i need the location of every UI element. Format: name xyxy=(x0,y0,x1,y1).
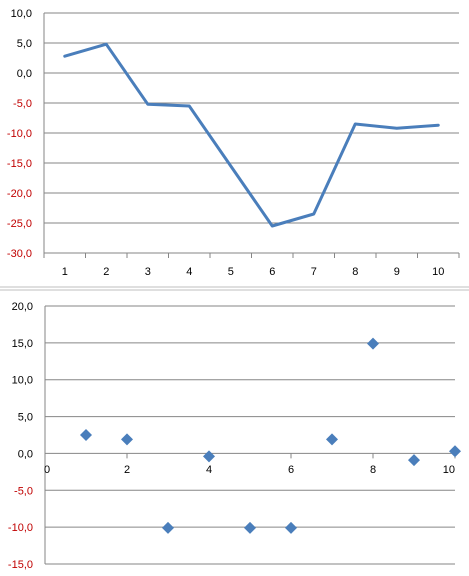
line-chart-y-tick-label: -25,0 xyxy=(7,218,32,230)
scatter-chart-point xyxy=(121,433,133,446)
scatter-chart-point xyxy=(285,521,297,534)
line-chart-y-tick-label: -10,0 xyxy=(7,128,32,140)
scatter-chart-y-tick-label: 20,0 xyxy=(12,301,33,313)
line-chart-y-tick-label: -30,0 xyxy=(7,248,32,260)
line-chart: 10,0 5,0 0,0 -5,0 -10,0 -15,0 -20,0 -25,0 -30,0 1… xyxy=(7,8,460,278)
line-chart-y-tick-label: -5,0 xyxy=(13,98,32,110)
scatter-chart-point xyxy=(162,521,174,534)
line-chart-y-tick-label: -15,0 xyxy=(7,158,32,170)
scatter-chart-x-tick-label: 8 xyxy=(370,464,376,476)
line-chart-y-tick-label: 0,0 xyxy=(17,68,32,80)
scatter-chart-point xyxy=(449,445,461,458)
line-chart-x-tick-label: 4 xyxy=(186,266,192,278)
line-chart-x-tick-label: 9 xyxy=(394,266,400,278)
line-chart-y-tick-label: 10,0 xyxy=(11,8,32,20)
scatter-chart-point xyxy=(244,521,256,534)
scatter-chart-y-tick-label: -5,0 xyxy=(14,485,33,497)
line-chart-x-tick-label: 3 xyxy=(145,266,151,278)
scatter-chart-point xyxy=(367,337,379,350)
line-chart-x-tick-label: 7 xyxy=(311,266,317,278)
scatter-chart-point xyxy=(203,450,215,463)
scatter-chart-y-tick-label: 15,0 xyxy=(12,338,33,350)
scatter-chart-y-tick-label: 10,0 xyxy=(12,375,33,387)
line-chart-x-tick-label: 1 xyxy=(62,266,68,278)
scatter-chart-y-tick-label: 5,0 xyxy=(18,412,33,424)
line-chart-y-tick-label: 5,0 xyxy=(17,38,32,50)
scatter-chart-x-tick-label: 10 xyxy=(443,464,455,476)
scatter-chart-y-tick-label: 0,0 xyxy=(18,448,33,460)
scatter-chart-point xyxy=(326,433,338,446)
scatter-chart-x-tick-label: 4 xyxy=(206,464,212,476)
scatter-chart-y-tick-label: -10,0 xyxy=(8,522,33,534)
scatter-chart-point xyxy=(80,429,92,441)
line-chart-x-tick-label: 2 xyxy=(103,266,109,278)
scatter-chart-x-tick-label: 6 xyxy=(288,464,294,476)
line-chart-y-tick-label: -20,0 xyxy=(7,188,32,200)
scatter-chart-point xyxy=(408,454,420,467)
line-chart-x-tick-label: 10 xyxy=(432,266,444,278)
scatter-chart: 20,0 15,0 10,0 5,0 0,0 -5,0 -10,0 -15,0 0 2 4 6 8 10 xyxy=(8,301,461,571)
line-chart-x-tick-label: 8 xyxy=(352,266,358,278)
scatter-chart-x-tick-label: 2 xyxy=(124,464,130,476)
scatter-chart-x-tick-label: 0 xyxy=(44,464,50,476)
line-chart-x-tick-label: 6 xyxy=(269,266,275,278)
line-chart-series-line xyxy=(63,42,440,228)
scatter-chart-y-tick-label: -15,0 xyxy=(8,559,33,571)
line-chart-x-tick-label: 5 xyxy=(228,266,234,278)
